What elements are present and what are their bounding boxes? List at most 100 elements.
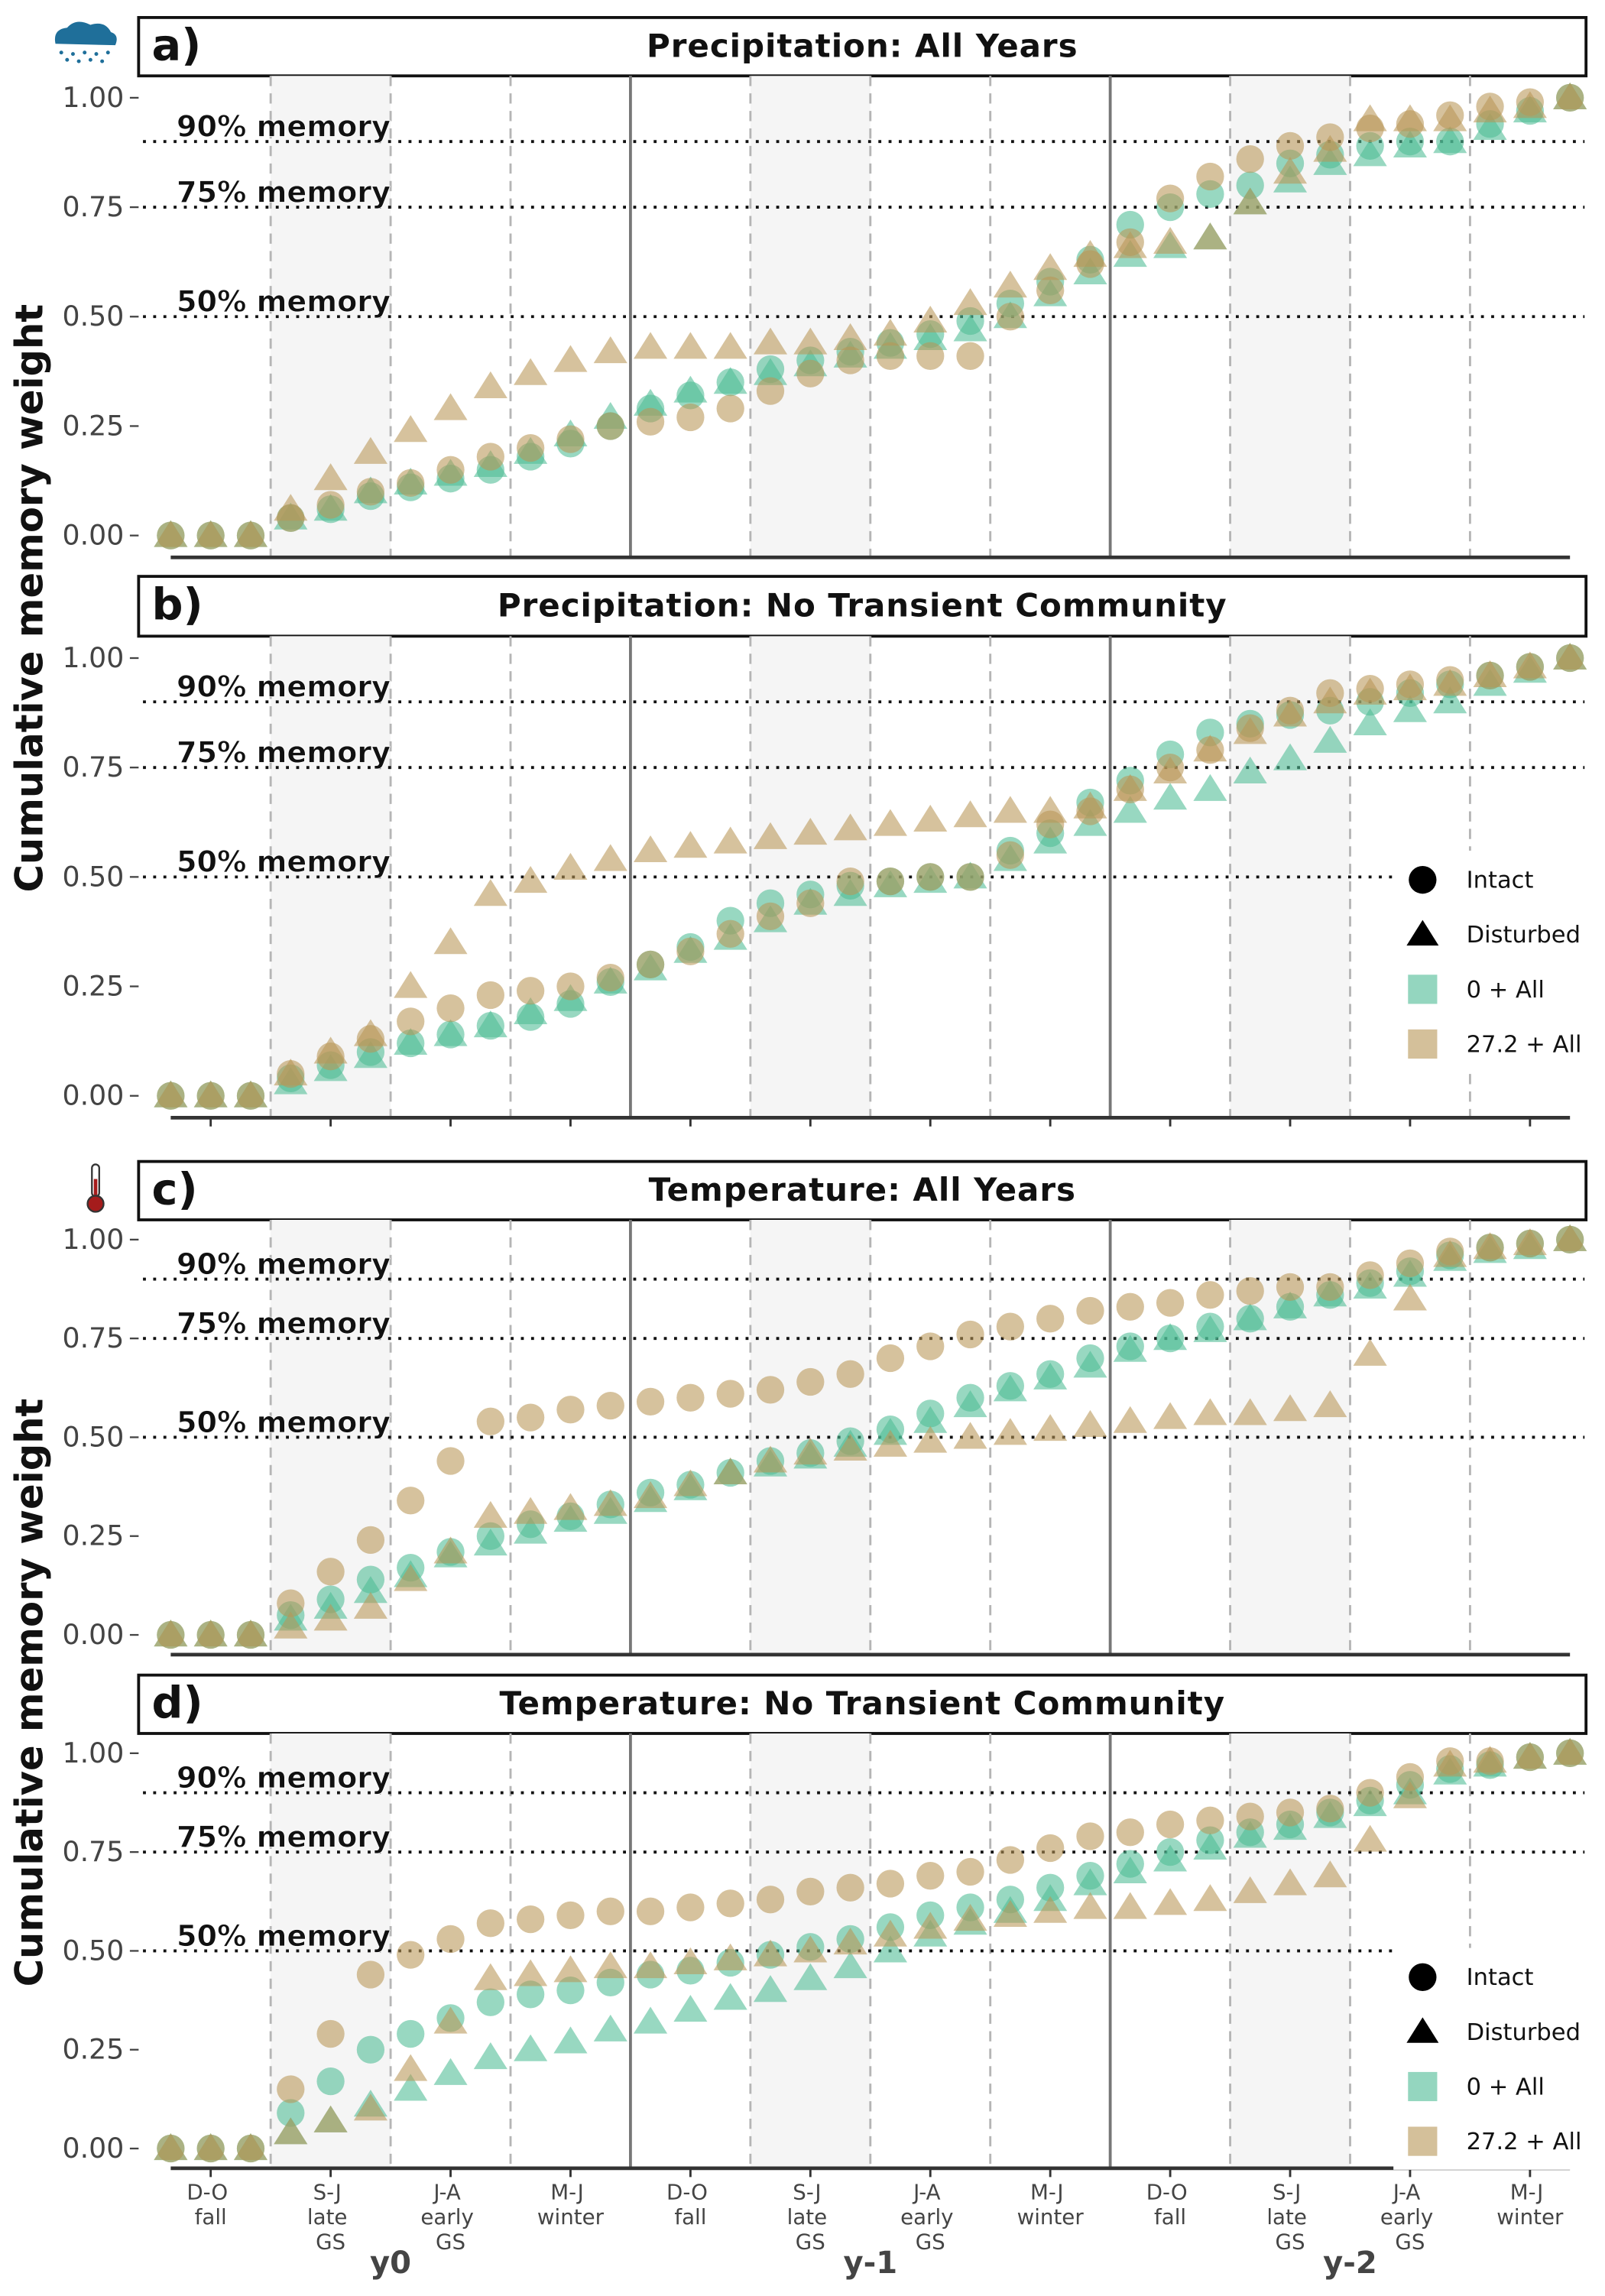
triangle-marker	[953, 288, 987, 316]
triangle-marker	[433, 1536, 468, 1564]
circle-marker	[436, 456, 465, 484]
triangle-marker	[553, 2026, 588, 2054]
circle-marker	[796, 1877, 825, 1906]
circle-marker	[397, 1007, 425, 1036]
triangle-marker	[1393, 1781, 1427, 1808]
triangle-marker	[193, 1080, 228, 1107]
triangle-marker	[154, 2133, 188, 2161]
triangle-marker	[1233, 756, 1267, 783]
triangle-marker	[1113, 1892, 1147, 1919]
circle-marker	[1316, 1273, 1344, 1302]
triangle-marker	[473, 371, 507, 398]
circle-marker	[476, 1988, 504, 2016]
triangle-marker	[713, 367, 747, 394]
triangle-marker	[313, 1604, 348, 1631]
triangle-marker	[1233, 717, 1267, 744]
y-tick-label: 0.25	[63, 2033, 125, 2066]
triangle-marker	[953, 800, 987, 828]
triangle-marker	[753, 822, 788, 849]
triangle-marker	[1433, 1240, 1467, 1267]
x-tick-label: D-O fall	[186, 2179, 235, 2229]
triangle-marker	[433, 2058, 468, 2085]
triangle-marker	[433, 2006, 468, 2034]
triangle-marker	[1473, 1746, 1507, 1773]
triangle-marker	[1193, 222, 1227, 250]
legend-label: Disturbed	[1467, 922, 1581, 949]
triangle-marker	[553, 1493, 588, 1520]
y-tick-label: 0.50	[63, 860, 125, 893]
triangle-marker	[713, 332, 747, 359]
triangle-marker	[1233, 1303, 1267, 1331]
circle-marker	[1156, 1289, 1185, 1317]
triangle-marker	[1353, 1338, 1387, 1366]
circle-marker	[636, 407, 665, 436]
x-tick-label: D-O fall	[1146, 2179, 1195, 2229]
circle-marker	[436, 1447, 465, 1475]
triangle-marker	[913, 323, 948, 350]
triangle-marker	[793, 1935, 828, 1963]
circle-marker	[436, 994, 465, 1023]
triangle-marker	[713, 1943, 747, 1970]
x-tick-label: M-J winter	[1017, 2179, 1085, 2229]
circle-marker	[356, 2035, 385, 2064]
reference-label: 75% memory	[177, 1821, 391, 1854]
triangle-marker	[1113, 1856, 1147, 1884]
triangle-marker	[1313, 725, 1347, 753]
circle-marker	[1156, 184, 1185, 212]
triangle-marker	[913, 1406, 948, 1433]
triangle-marker	[433, 1019, 468, 1046]
circle-marker	[636, 1897, 665, 1925]
circle-marker	[1036, 276, 1065, 305]
circle-marker	[1276, 131, 1305, 161]
triangle-marker	[473, 1963, 507, 1990]
triangle-marker	[193, 1620, 228, 1647]
circle-marker	[1036, 1834, 1065, 1863]
circle-marker	[556, 425, 585, 453]
triangle-marker	[1273, 1813, 1308, 1840]
triangle-marker	[634, 835, 668, 863]
triangle-marker	[1193, 735, 1227, 762]
circle-marker	[1196, 162, 1224, 191]
triangle-marker	[1113, 1406, 1147, 1433]
circle-marker	[716, 394, 744, 423]
triangle-marker	[1513, 651, 1547, 679]
triangle-marker	[1473, 112, 1507, 141]
circle-marker	[1156, 1810, 1185, 1839]
circle-marker	[596, 1897, 624, 1925]
y-tick-label: 0.50	[63, 1420, 125, 1453]
triangle-marker	[993, 796, 1027, 823]
triangle-marker	[634, 388, 668, 416]
triangle-marker	[1273, 699, 1308, 727]
triangle-marker	[1033, 796, 1068, 823]
circle-marker	[836, 1360, 864, 1388]
triangle-marker	[1233, 1398, 1267, 1425]
triangle-marker	[993, 1418, 1027, 1445]
circle-marker	[397, 1487, 425, 1515]
year-label: y-2	[1323, 2246, 1377, 2281]
triangle-marker	[1033, 826, 1068, 854]
panel: b) Precipitation: No Transient Community 0…	[63, 575, 1598, 1127]
triangle-marker	[514, 866, 548, 893]
triangle-marker	[1073, 1409, 1107, 1437]
reference-label: 90% memory	[177, 1248, 391, 1282]
triangle-marker	[514, 997, 548, 1024]
triangle-marker	[753, 1939, 788, 1967]
reference-label: 75% memory	[177, 1307, 391, 1341]
panel-header	[137, 1159, 1588, 1221]
triangle-marker	[953, 1390, 987, 1418]
circle-marker	[996, 1846, 1024, 1874]
triangle-marker	[1433, 1750, 1467, 1777]
circle-marker	[1116, 1818, 1144, 1847]
circle-marker	[1196, 1281, 1224, 1309]
panel-label: a)	[152, 20, 202, 71]
panel-label: b)	[152, 579, 203, 631]
triangle-marker	[833, 1951, 867, 1979]
triangle-marker	[1073, 240, 1107, 268]
triangle-marker	[993, 1899, 1027, 1927]
circle-marker	[517, 977, 545, 1005]
triangle-marker	[1313, 1390, 1347, 1418]
triangle-marker	[1193, 1884, 1227, 1912]
triangle-marker	[394, 971, 428, 998]
triangle-marker	[1553, 82, 1587, 109]
triangle-marker	[913, 1912, 948, 1939]
